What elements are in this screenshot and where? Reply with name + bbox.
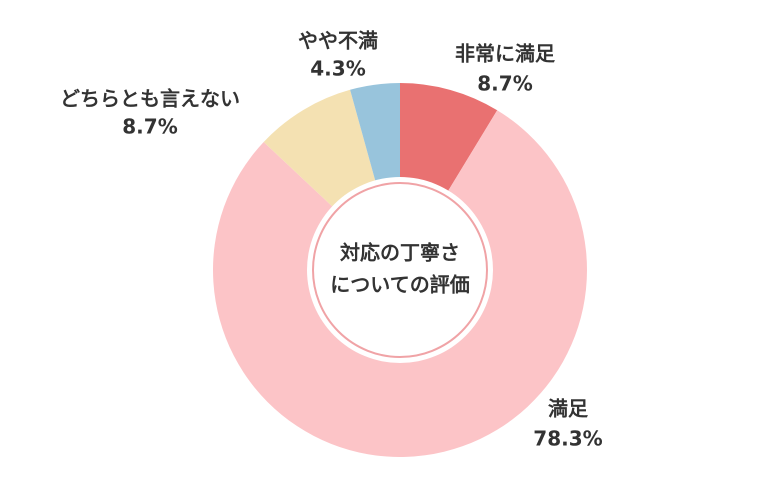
value-label: 78.3% bbox=[533, 427, 602, 451]
center-text: についての評価 bbox=[330, 273, 469, 297]
value-label: 8.7% bbox=[477, 72, 532, 96]
category-label: やや不満 bbox=[298, 29, 378, 53]
inner-core bbox=[316, 186, 484, 354]
category-label: 非常に満足 bbox=[455, 42, 556, 66]
center-text: 対応の丁寧さ bbox=[339, 241, 460, 265]
category-label: 満足 bbox=[548, 397, 589, 421]
value-label: 4.3% bbox=[310, 57, 365, 81]
value-label: 8.7% bbox=[122, 115, 177, 139]
category-label: どちらとも言えない bbox=[60, 87, 240, 111]
